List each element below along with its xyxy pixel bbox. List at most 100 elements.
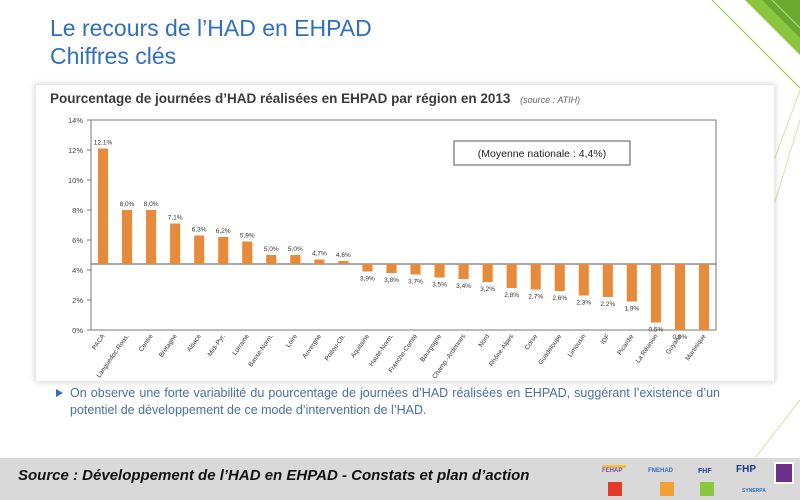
data-label: 3,5% bbox=[432, 282, 447, 289]
x-tick-label: Bourgogne bbox=[419, 333, 443, 363]
triangle-bullet-icon bbox=[56, 389, 63, 397]
bar bbox=[242, 241, 253, 264]
bar bbox=[314, 259, 325, 264]
bar bbox=[338, 261, 349, 264]
data-label: 8,0% bbox=[144, 201, 159, 208]
bar bbox=[266, 255, 277, 264]
bar bbox=[194, 235, 205, 264]
logo-syncerpa: SYNERPA bbox=[742, 488, 766, 494]
data-label: 3,4% bbox=[456, 283, 471, 290]
bar bbox=[386, 264, 397, 273]
bar bbox=[146, 210, 157, 264]
logo-fhp: FHP bbox=[736, 464, 756, 475]
page-title: Le recours de l’HAD en EHPAD Chiffres cl… bbox=[50, 14, 372, 70]
data-label: 7,1% bbox=[168, 215, 183, 222]
data-label: 3,8% bbox=[384, 277, 399, 284]
x-tick-label: Loire bbox=[285, 333, 299, 349]
data-label: 0,5% bbox=[648, 327, 663, 334]
bar bbox=[650, 264, 661, 323]
bar bbox=[122, 210, 133, 264]
y-tick-label: 6% bbox=[72, 236, 83, 245]
data-label: 1,9% bbox=[624, 306, 639, 313]
logo-fhf: FHF bbox=[698, 468, 712, 475]
x-tick-label: Centre bbox=[138, 333, 155, 353]
x-tick-label: Lorraine bbox=[231, 333, 251, 357]
data-label: 2,8% bbox=[504, 292, 519, 299]
logo-square-green bbox=[700, 482, 714, 496]
x-tick-label: Haute-Norm. bbox=[368, 333, 395, 368]
annotation-box bbox=[453, 140, 631, 166]
bar bbox=[458, 264, 469, 279]
y-tick-label: 2% bbox=[72, 296, 83, 305]
y-tick-label: 12% bbox=[68, 146, 83, 155]
x-tick-label: Martinique bbox=[684, 333, 707, 362]
bar bbox=[170, 223, 181, 264]
partner-logos: FEHAP FNEHAD FHF FHP SYNERPA bbox=[596, 462, 796, 498]
y-tick-label: 0% bbox=[72, 326, 83, 335]
data-label: 4,7% bbox=[312, 251, 327, 258]
data-label: 3,2% bbox=[480, 286, 495, 293]
data-label: 2,7% bbox=[528, 294, 543, 301]
data-label: 8,0% bbox=[120, 201, 135, 208]
title-line-1: Le recours de l’HAD en EHPAD bbox=[50, 15, 372, 41]
bullet-paragraph: On observe une forte variabilité du pour… bbox=[56, 385, 720, 419]
title-line-2: Chiffres clés bbox=[50, 43, 177, 69]
x-tick-label: PACA bbox=[91, 333, 107, 352]
data-label: 3,9% bbox=[360, 276, 375, 283]
x-tick-label: Alsace bbox=[186, 333, 203, 353]
bar bbox=[434, 264, 445, 278]
chart-source: (source : ATIH) bbox=[520, 95, 581, 105]
bar-chart: 0%2%4%6%8%10%12%14%12,1%PACA8,0%Languedo… bbox=[68, 116, 717, 380]
data-label: 5,0% bbox=[288, 246, 303, 253]
footer-source: Source : Développement de l’HAD en EHPAD… bbox=[18, 467, 530, 484]
y-tick-label: 8% bbox=[72, 206, 83, 215]
bar bbox=[218, 237, 229, 264]
data-label: 0,0% bbox=[673, 334, 688, 341]
data-label: 6,2% bbox=[216, 228, 231, 235]
bar bbox=[97, 148, 109, 264]
data-label: 5,0% bbox=[264, 246, 279, 253]
data-label: 4,6% bbox=[336, 252, 351, 259]
y-tick-label: 10% bbox=[68, 176, 83, 185]
data-label: 2,3% bbox=[576, 300, 591, 307]
footer: Source : Développement de l’HAD en EHPAD… bbox=[0, 458, 800, 500]
bar bbox=[554, 264, 565, 291]
data-label: 6,3% bbox=[192, 227, 207, 234]
x-tick-label: Bretagne bbox=[158, 333, 179, 359]
logo-square-purple bbox=[774, 462, 794, 484]
x-tick-label: Auvergne bbox=[301, 333, 323, 360]
x-tick-label: Guadeloupe bbox=[537, 333, 563, 366]
bar bbox=[674, 264, 685, 330]
bar bbox=[530, 264, 541, 290]
bar bbox=[626, 264, 637, 302]
logo-square-red bbox=[608, 482, 622, 496]
logo-square-orange bbox=[660, 482, 674, 496]
bar bbox=[482, 264, 493, 282]
bar bbox=[362, 264, 373, 272]
x-tick-label: Basse-Norm. bbox=[247, 333, 275, 368]
chart-heading: Pourcentage de journées d’HAD réalisées … bbox=[50, 91, 580, 106]
x-tick-label: IDF bbox=[600, 333, 612, 346]
bar bbox=[290, 255, 301, 264]
data-label: 3,7% bbox=[408, 279, 423, 286]
x-tick-label: La Réunion bbox=[635, 333, 660, 365]
data-label: 2,2% bbox=[600, 301, 615, 308]
y-tick-label: 14% bbox=[68, 116, 83, 125]
x-tick-label: Midi-Pyr. bbox=[207, 333, 227, 358]
x-tick-label: Corse bbox=[524, 333, 540, 352]
bar bbox=[602, 264, 613, 297]
logo-fnehad: FNEHAD bbox=[648, 468, 673, 474]
data-label: 12,1% bbox=[94, 140, 113, 147]
x-tick-label: Rhône-Alpes bbox=[488, 333, 516, 368]
chart-panel: 0% 2% 4% 6% 8% 10% 12% 14% 12,1% PACA 8,0% Languedo… bbox=[35, 84, 775, 382]
bar bbox=[698, 264, 710, 330]
bullet-text: On observe une forte variabilité du pour… bbox=[70, 386, 720, 417]
x-tick-label: Picardie bbox=[616, 333, 635, 357]
chart-title: Pourcentage de journées d’HAD réalisées … bbox=[50, 91, 511, 106]
x-tick-label: Limousin bbox=[567, 333, 588, 359]
bar bbox=[410, 264, 421, 275]
x-tick-label: Nord bbox=[477, 333, 491, 349]
x-tick-label: Poitou-Ch. bbox=[324, 333, 347, 362]
x-tick-label: Aquitaine bbox=[350, 333, 372, 360]
bar bbox=[578, 264, 589, 296]
